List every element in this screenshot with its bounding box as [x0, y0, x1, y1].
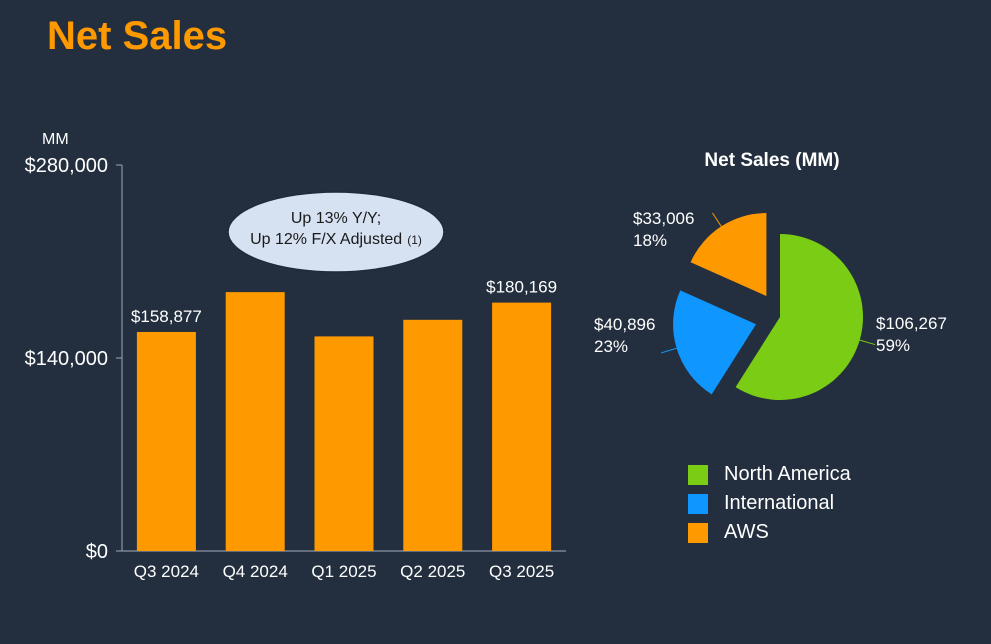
x-tick-label: Q2 2025 — [400, 562, 465, 581]
pie-leader-line-north-america — [859, 339, 876, 346]
y-axis-unit-label: MM — [42, 131, 69, 148]
legend-item-north-america: North America — [688, 460, 851, 489]
bar-chart: MM $0 $140,000 $280,000 Q3 2024 Q4 2024 Q1 2… — [25, 131, 566, 581]
callout-ellipse — [227, 191, 445, 273]
legend-label-north-america: North America — [724, 463, 851, 485]
y-tick-label: $140,000 — [25, 348, 108, 370]
bar-q3-2024 — [136, 331, 196, 551]
legend-item-aws: AWS — [688, 518, 851, 547]
legend-label-international: International — [724, 492, 835, 514]
pie-pct-label-aws: 18% — [633, 231, 667, 250]
legend-swatch-international — [688, 493, 708, 514]
callout-line-2-text: Up 12% F/X Adjusted — [250, 231, 402, 248]
pie-legend: North America International AWS — [688, 460, 851, 547]
pie-slice-international — [673, 290, 757, 395]
y-tick-label: $280,000 — [25, 155, 108, 177]
pie-leader-line-aws — [712, 212, 722, 227]
bar-q1-2025 — [314, 336, 374, 551]
legend-label-aws: AWS — [724, 521, 769, 543]
x-tick-label: Q4 2024 — [223, 562, 288, 581]
pie-pct-label-north-america: 59% — [876, 336, 910, 355]
callout-bubble: Up 13% Y/Y; Up 12% F/X Adjusted (1) — [227, 191, 445, 273]
data-label-q3-2025: $180,169 — [486, 278, 557, 297]
pie-value-label-international: $40,896 — [594, 315, 655, 334]
callout-line-2: Up 12% F/X Adjusted (1) — [250, 231, 422, 248]
bar-q2-2025 — [403, 319, 463, 551]
pie-value-label-aws: $33,006 — [633, 209, 694, 228]
callout-line-1: Up 13% Y/Y; — [291, 210, 381, 227]
pie-slice-north-america — [735, 234, 863, 400]
pie-value-label-north-america: $106,267 — [876, 314, 947, 333]
bar-q3-2025 — [492, 302, 552, 551]
x-tick-label: Q3 2024 — [134, 562, 199, 581]
x-tick-label: Q1 2025 — [311, 562, 376, 581]
y-tick-label: $0 — [86, 541, 108, 563]
bar-q4-2024 — [225, 292, 285, 551]
legend-swatch-aws — [688, 522, 708, 543]
legend-item-international: International — [688, 489, 851, 518]
x-tick-label: Q3 2025 — [489, 562, 554, 581]
data-label-q3-2024: $158,877 — [131, 307, 202, 326]
pie-title: Net Sales (MM) — [704, 150, 839, 171]
pie-leader-line-international — [661, 347, 677, 354]
page-title: Net Sales — [47, 14, 228, 58]
legend-swatch-north-america — [688, 464, 708, 485]
callout-footnote: (1) — [407, 233, 422, 247]
pie-slice-aws — [690, 213, 767, 297]
